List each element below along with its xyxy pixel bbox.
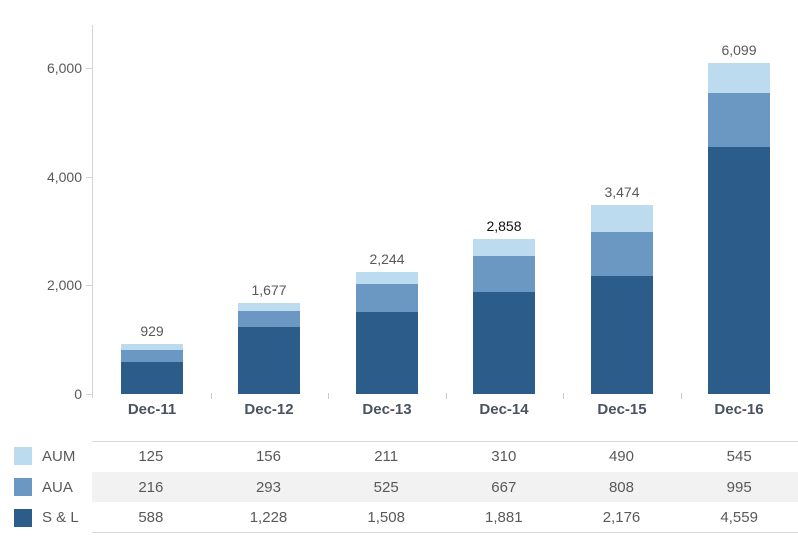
table-cell: 1,508: [367, 508, 405, 526]
y-axis-tick-mark: [86, 394, 93, 395]
x-axis-label: Dec-13: [362, 401, 412, 418]
table-row-values: 125 156 211 310 490 545: [92, 441, 798, 472]
table-cell: 545: [726, 448, 752, 466]
legend-swatch-aua: [14, 478, 32, 496]
legend-item: AUA: [0, 471, 92, 503]
x-axis-tick-mark: [211, 393, 212, 399]
bar-total-label: 1,677: [251, 282, 287, 298]
table-cell: 310: [491, 448, 517, 466]
table-cell: 1,881: [485, 508, 523, 526]
table-cell: 4,559: [720, 508, 758, 526]
table-cell: 490: [608, 448, 634, 466]
legend-item: AUM: [0, 441, 92, 472]
table-cell: 1,228: [249, 508, 288, 526]
table-cell: 156: [255, 448, 281, 466]
x-axis-tick-mark: [681, 393, 682, 399]
bar-segment-aum: [473, 238, 535, 256]
bar-segment-aum: [238, 302, 300, 312]
table-cell: 995: [726, 478, 752, 496]
bar-total-label: 2,244: [369, 251, 405, 267]
legend-label: S & L: [42, 509, 79, 527]
table-row-values: 216 293 525 667 808 995: [92, 471, 798, 503]
bar-segment-aua: [238, 311, 300, 328]
bar-segment-sl: [238, 327, 300, 394]
x-axis-tick-mark: [328, 393, 329, 399]
table-cell: 808: [608, 478, 634, 496]
table-cell: 2,176: [602, 508, 641, 526]
bar-total-label: 929: [140, 323, 164, 339]
legend-swatch-aum: [14, 447, 32, 466]
bar-segment-aum: [708, 63, 770, 93]
bar-segment-sl: [121, 362, 183, 394]
bar-segment-aua: [121, 350, 183, 363]
table-cell: 293: [255, 478, 281, 496]
x-axis-tick-mark: [563, 393, 564, 399]
data-table: AUM 125 156 211 310 490 545 AUA 216 293 525 667 808 9…: [0, 441, 798, 534]
table-row: AUM 125 156 211 310 490 545: [0, 441, 798, 472]
bar-total-label: 2,858: [486, 218, 522, 234]
bar-segment-aua: [708, 92, 770, 147]
bar-total-label: 6,099: [721, 42, 757, 58]
legend-label: AUA: [42, 478, 73, 496]
y-axis-tick-label: 2,000: [46, 277, 82, 293]
legend-label: AUM: [42, 447, 76, 465]
legend-swatch-sl: [14, 508, 32, 527]
bar-segment-aua: [591, 232, 653, 276]
y-axis-tick-mark: [86, 285, 93, 286]
y-axis-tick-label: 6,000: [46, 60, 82, 76]
table-cell: 667: [491, 478, 517, 496]
y-axis-tick-label: 4,000: [46, 169, 82, 185]
bar-segment-sl: [591, 275, 653, 394]
x-axis-label: Dec-12: [244, 401, 294, 418]
y-axis-tick-mark: [86, 68, 93, 69]
x-axis-label: Dec-11: [127, 401, 177, 418]
y-axis-line: [92, 25, 93, 398]
table-cell: 211: [374, 448, 399, 466]
x-axis-tick-mark: [446, 393, 447, 399]
x-axis-label: Dec-15: [597, 401, 647, 418]
bar-segment-aum: [591, 205, 653, 233]
table-cell: 216: [138, 478, 164, 496]
bar-total-label: 3,474: [604, 184, 640, 200]
y-axis-tick-mark: [86, 177, 93, 178]
bar-segment-sl: [356, 312, 418, 394]
table-cell: 588: [138, 508, 164, 526]
bar-segment-sl: [473, 291, 535, 394]
legend-item: S & L: [0, 502, 92, 534]
y-axis-tick-label: 0: [74, 386, 82, 402]
bar-segment-aum: [121, 343, 183, 351]
table-row: S & L 588 1,228 1,508 1,881 2,176 4,559: [0, 502, 798, 534]
bar-segment-aum: [356, 272, 418, 284]
bar-segment-aua: [356, 283, 418, 313]
bar-segment-aua: [473, 255, 535, 292]
table-row: AUA 216 293 525 667 808 995: [0, 471, 798, 503]
x-axis-label: Dec-16: [714, 401, 764, 418]
x-axis-label: Dec-14: [479, 401, 529, 418]
table-cell: 525: [373, 478, 399, 496]
table-cell: 125: [138, 448, 164, 466]
bar-segment-sl: [708, 146, 770, 394]
table-row-values: 588 1,228 1,508 1,881 2,176 4,559: [92, 502, 798, 534]
